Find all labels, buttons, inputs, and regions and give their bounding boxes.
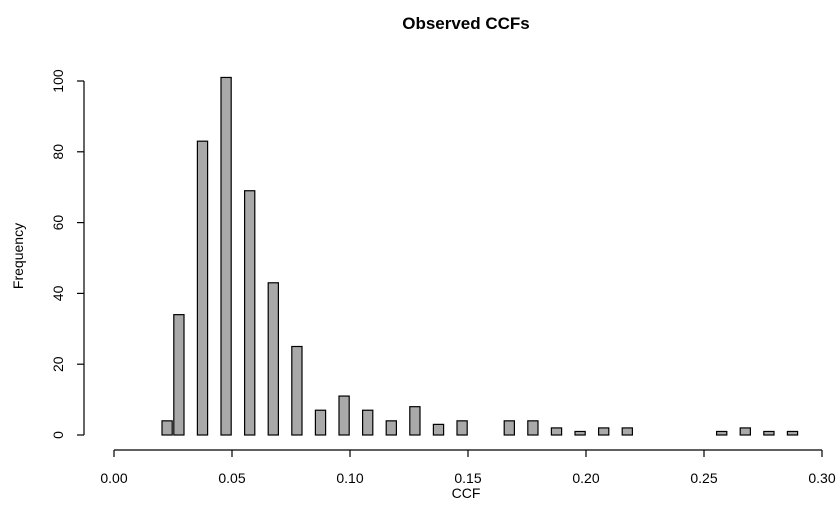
bar-11 [409,406,421,436]
y-tick-label-0: 0 [50,431,66,439]
x-tick-label-6: 0.30 [808,470,835,486]
y-tick-label-5: 100 [50,69,66,93]
x-tick-label-1: 0.05 [218,470,245,486]
bar-13 [456,420,468,436]
bar-6 [291,345,303,436]
bar-4 [244,190,256,436]
bars-group [161,76,799,436]
bar-5 [267,282,280,436]
bar-7 [314,409,327,436]
bar-9 [362,409,374,436]
bar-16 [550,427,563,436]
bar-19 [621,427,634,436]
chart-title: Observed CCFs [402,14,530,33]
bar-18 [597,427,610,436]
y-tick-label-4: 80 [50,144,66,160]
bar-3 [220,76,232,436]
bar-0 [161,420,173,436]
bar-1 [173,314,185,436]
bar-14 [503,420,516,436]
x-axis: 0.00 0.05 0.10 0.15 0.20 0.25 0.30 [100,449,836,486]
bar-12 [432,423,445,436]
bar-20 [715,430,728,436]
bar-10 [385,420,398,436]
x-tick-label-0: 0.00 [100,470,127,486]
bar-15 [527,420,539,436]
bar-2 [196,140,209,436]
bar-17 [574,430,586,436]
y-tick-label-2: 40 [50,285,66,301]
bar-23 [786,430,799,436]
bar-8 [338,395,350,436]
bar-22 [763,430,775,436]
x-tick-label-4: 0.20 [572,470,599,486]
x-axis-label: CCF [452,485,481,501]
y-tick-label-1: 20 [50,356,66,372]
y-tick-label-3: 60 [50,215,66,231]
x-tick-label-2: 0.10 [336,470,363,486]
x-tick-label-5: 0.25 [690,470,717,486]
y-axis-label: Frequency [10,223,26,289]
x-tick-label-3: 0.15 [454,470,481,486]
bar-21 [739,427,752,436]
y-axis: 0 20 40 60 80 100 [50,69,85,439]
